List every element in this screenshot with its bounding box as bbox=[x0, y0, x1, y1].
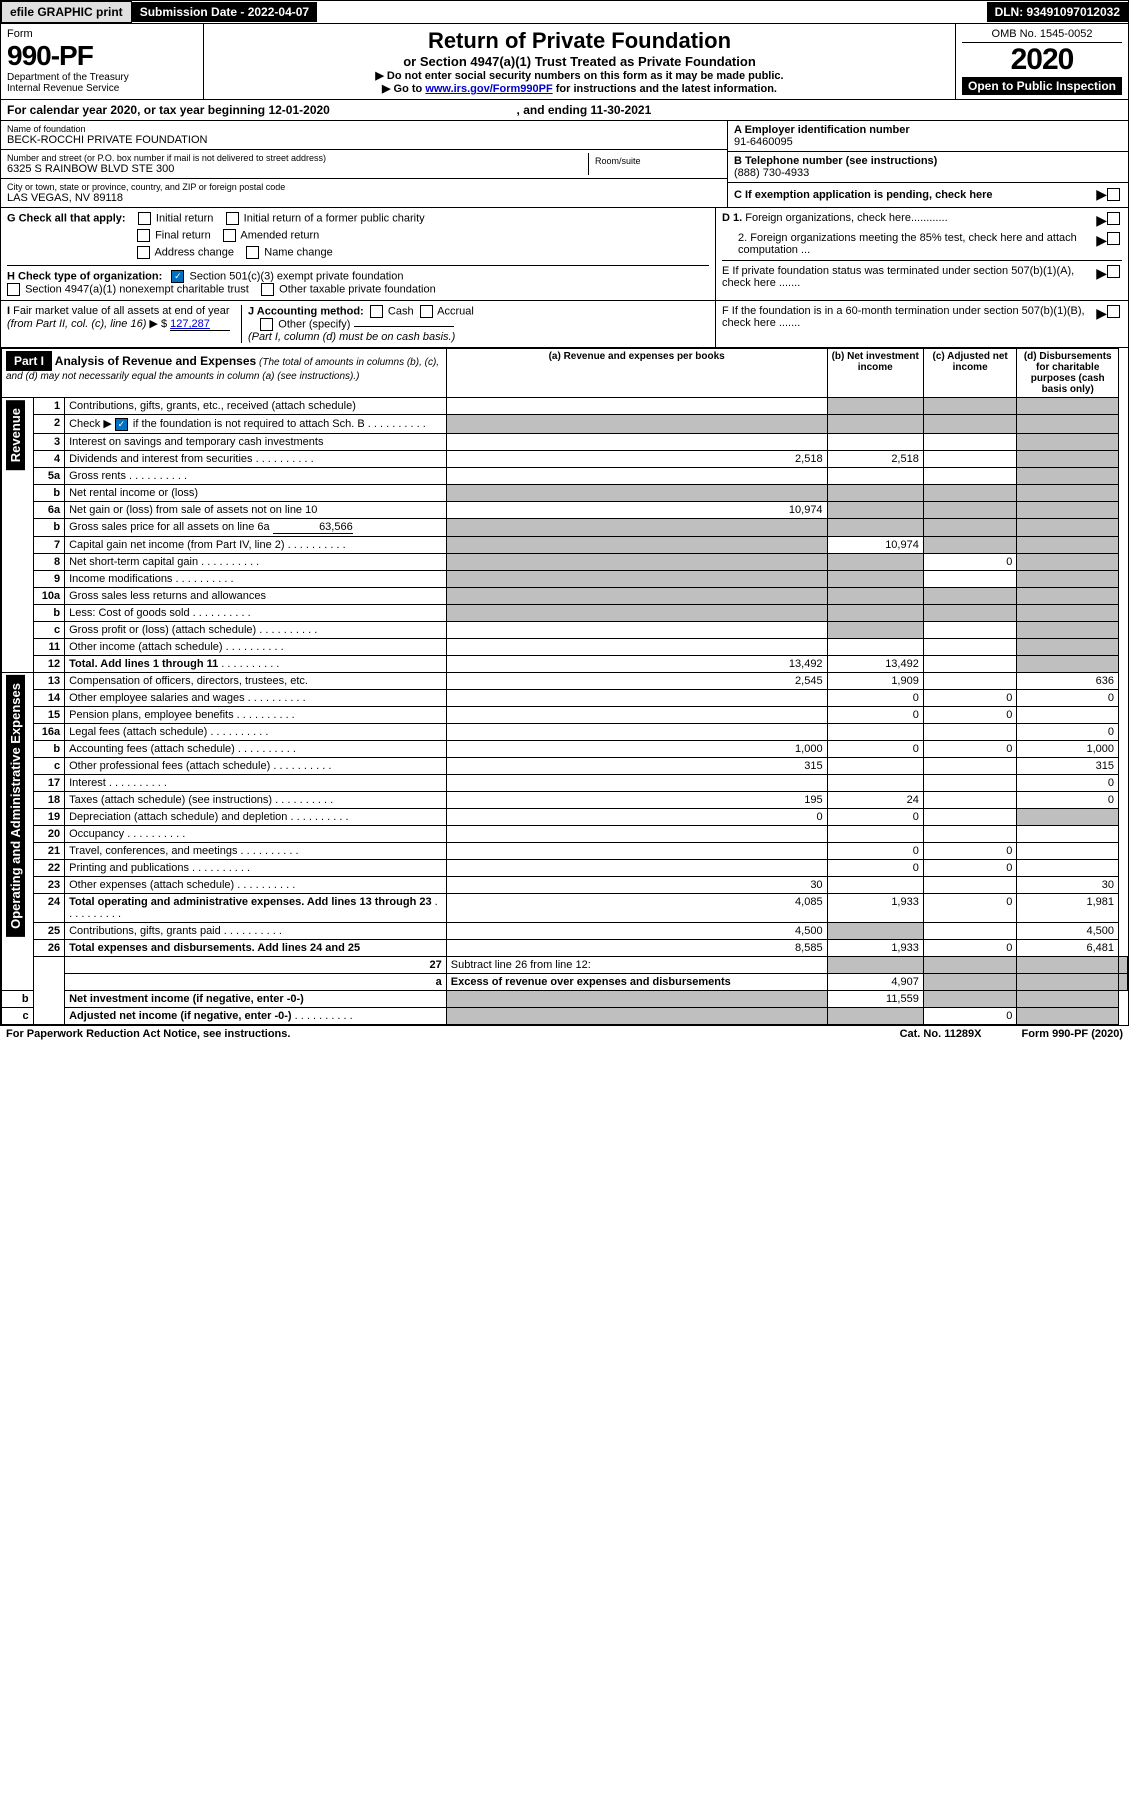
ein-value: 91-6460095 bbox=[734, 136, 1122, 148]
501c3-checkbox[interactable] bbox=[171, 270, 184, 283]
ein-label: A Employer identification number bbox=[734, 124, 1122, 136]
exemption-pending-label: C If exemption application is pending, c… bbox=[734, 189, 1096, 201]
city-label: City or town, state or province, country… bbox=[7, 182, 721, 192]
initial-return-checkbox[interactable] bbox=[138, 212, 151, 225]
form-title: Return of Private Foundation bbox=[210, 28, 949, 54]
open-to-public: Open to Public Inspection bbox=[962, 77, 1122, 95]
col-c-header: (c) Adjusted net income bbox=[923, 349, 1017, 398]
form-ref: Form 990-PF (2020) bbox=[1022, 1028, 1123, 1040]
omb-number: OMB No. 1545-0052 bbox=[962, 28, 1122, 43]
e-checkbox[interactable] bbox=[1107, 265, 1120, 278]
address-change-checkbox[interactable] bbox=[137, 246, 150, 259]
exemption-checkbox[interactable] bbox=[1107, 188, 1120, 201]
form-header: Form 990-PF Department of the Treasury I… bbox=[0, 24, 1129, 100]
schb-checkbox[interactable] bbox=[115, 418, 128, 431]
paperwork-notice: For Paperwork Reduction Act Notice, see … bbox=[6, 1028, 290, 1040]
j-label: J Accounting method: bbox=[248, 305, 364, 317]
name-change-checkbox[interactable] bbox=[246, 246, 259, 259]
part1-label: Part I bbox=[6, 351, 52, 371]
foundation-city: LAS VEGAS, NV 89118 bbox=[7, 192, 721, 204]
part1-table: Part I Analysis of Revenue and Expenses … bbox=[0, 348, 1129, 1026]
form990pf-link[interactable]: www.irs.gov/Form990PF bbox=[425, 83, 552, 95]
cat-number: Cat. No. 11289X bbox=[900, 1028, 982, 1040]
f-checkbox[interactable] bbox=[1107, 305, 1120, 318]
j-note: (Part I, column (d) must be on cash basi… bbox=[248, 331, 455, 343]
name-label: Name of foundation bbox=[7, 124, 721, 134]
revenue-label: Revenue bbox=[6, 400, 25, 470]
part1-title: Analysis of Revenue and Expenses bbox=[55, 354, 256, 368]
foundation-address: 6325 S RAINBOW BLVD STE 300 bbox=[7, 163, 588, 175]
submission-date: Submission Date - 2022-04-07 bbox=[132, 2, 317, 22]
d1-checkbox[interactable] bbox=[1107, 212, 1120, 225]
i-label: I bbox=[7, 305, 10, 317]
4947a1-checkbox[interactable] bbox=[7, 283, 20, 296]
amended-return-checkbox[interactable] bbox=[223, 229, 236, 242]
h-label: H Check type of organization: bbox=[7, 270, 162, 282]
col-d-header: (d) Disbursements for charitable purpose… bbox=[1017, 349, 1119, 398]
address-label: Number and street (or P.O. box number if… bbox=[7, 153, 588, 163]
accrual-checkbox[interactable] bbox=[420, 305, 433, 318]
department-label: Department of the Treasury Internal Reve… bbox=[7, 72, 197, 94]
form-note-link: ▶ Go to www.irs.gov/Form990PF for instru… bbox=[210, 82, 949, 95]
calendar-year-row: For calendar year 2020, or tax year begi… bbox=[0, 100, 1129, 121]
check-section-gh: G Check all that apply: Initial return I… bbox=[0, 208, 1129, 301]
form-word: Form bbox=[7, 28, 197, 40]
foundation-info: Name of foundation BECK-ROCCHI PRIVATE F… bbox=[0, 121, 1129, 208]
form-note-ssn: ▶ Do not enter social security numbers o… bbox=[210, 69, 949, 82]
col-a-header: (a) Revenue and expenses per books bbox=[446, 349, 827, 398]
cash-checkbox[interactable] bbox=[370, 305, 383, 318]
efile-print-button[interactable]: efile GRAPHIC print bbox=[1, 1, 132, 23]
form-number: 990-PF bbox=[7, 40, 197, 72]
tax-year: 2020 bbox=[962, 43, 1122, 77]
e-label: E If private foundation status was termi… bbox=[722, 265, 1096, 289]
check-section-ij: I Fair market value of all assets at end… bbox=[0, 301, 1129, 348]
room-label: Room/suite bbox=[595, 156, 715, 166]
final-return-checkbox[interactable] bbox=[137, 229, 150, 242]
g-label: G Check all that apply: bbox=[7, 212, 126, 224]
dln-label: DLN: 93491097012032 bbox=[987, 2, 1128, 22]
other-taxable-checkbox[interactable] bbox=[261, 283, 274, 296]
d2-checkbox[interactable] bbox=[1107, 232, 1120, 245]
other-method-checkbox[interactable] bbox=[260, 318, 273, 331]
foundation-name: BECK-ROCCHI PRIVATE FOUNDATION bbox=[7, 134, 721, 146]
expenses-label: Operating and Administrative Expenses bbox=[6, 675, 25, 937]
telephone-label: B Telephone number (see instructions) bbox=[734, 155, 1122, 167]
page-footer: For Paperwork Reduction Act Notice, see … bbox=[0, 1026, 1129, 1042]
top-bar: efile GRAPHIC print Submission Date - 20… bbox=[0, 0, 1129, 24]
fmv-value[interactable]: 127,287 bbox=[170, 318, 230, 331]
telephone-value: (888) 730-4933 bbox=[734, 167, 1122, 179]
col-b-header: (b) Net investment income bbox=[827, 349, 923, 398]
initial-former-checkbox[interactable] bbox=[226, 212, 239, 225]
form-subtitle: or Section 4947(a)(1) Trust Treated as P… bbox=[210, 54, 949, 69]
f-label: F If the foundation is in a 60-month ter… bbox=[722, 305, 1096, 329]
